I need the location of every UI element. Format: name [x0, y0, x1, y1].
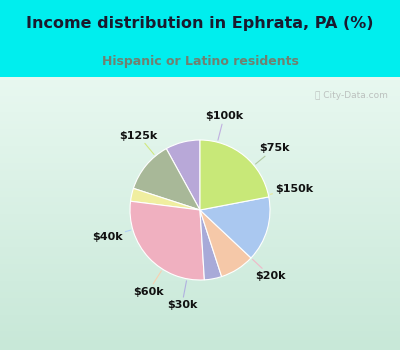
- Wedge shape: [200, 210, 251, 276]
- Text: $125k: $125k: [119, 131, 158, 154]
- Wedge shape: [200, 197, 270, 258]
- Text: $30k: $30k: [167, 281, 197, 310]
- Text: $20k: $20k: [252, 259, 286, 281]
- Wedge shape: [130, 201, 204, 280]
- Wedge shape: [134, 149, 200, 210]
- Text: $75k: $75k: [256, 144, 290, 164]
- Wedge shape: [200, 140, 269, 210]
- Text: $100k: $100k: [205, 111, 243, 140]
- Text: $60k: $60k: [133, 271, 164, 296]
- Wedge shape: [130, 188, 200, 210]
- Text: Hispanic or Latino residents: Hispanic or Latino residents: [102, 55, 298, 68]
- Text: Income distribution in Ephrata, PA (%): Income distribution in Ephrata, PA (%): [26, 16, 374, 30]
- Wedge shape: [200, 210, 222, 280]
- Text: $150k: $150k: [270, 184, 313, 194]
- Text: $40k: $40k: [92, 230, 131, 242]
- Text: ⓘ City-Data.com: ⓘ City-Data.com: [315, 91, 388, 100]
- Wedge shape: [166, 140, 200, 210]
